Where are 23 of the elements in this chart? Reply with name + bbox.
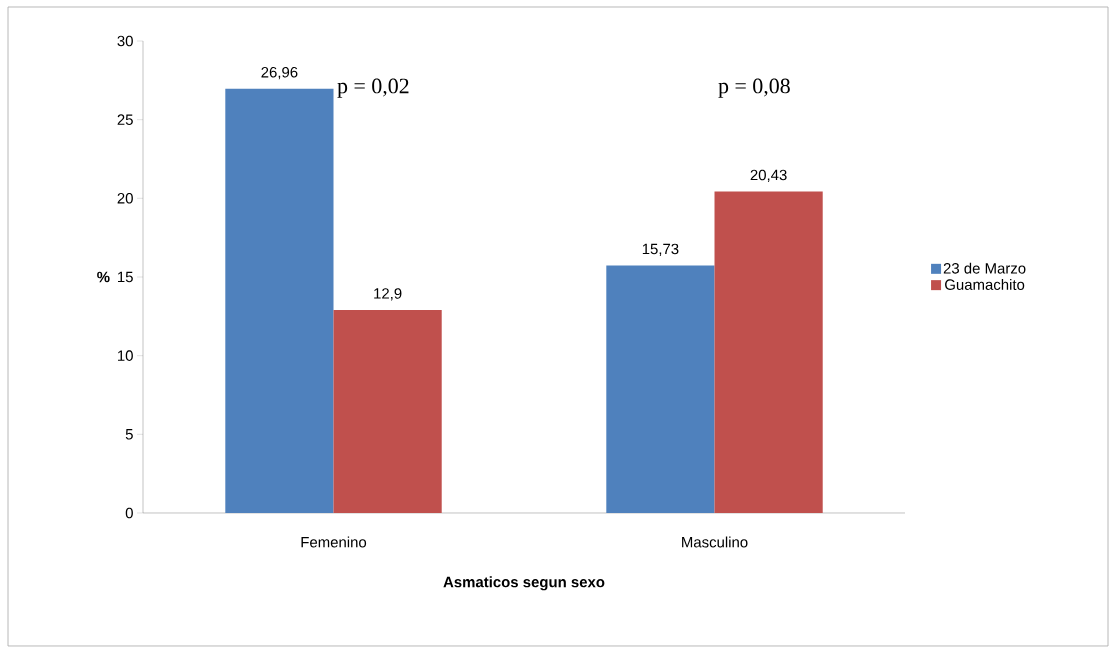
- bar: [606, 265, 715, 513]
- legend-label: 23 de Marzo: [943, 262, 1026, 274]
- data-label: 12,9: [374, 288, 402, 301]
- data-label: 20,43: [750, 169, 787, 183]
- y-tick-label: 20: [117, 193, 133, 204]
- y-axis-title: %: [97, 271, 110, 283]
- data-label: 26,96: [261, 66, 298, 80]
- annotation: p = 0,08: [718, 78, 790, 98]
- bar: [333, 310, 442, 513]
- legend-label: Guamachito: [945, 278, 1025, 290]
- x-tick-label: Masculino: [682, 536, 748, 548]
- data-label: 15,73: [642, 243, 679, 256]
- annotation: p = 0,02: [337, 78, 409, 98]
- x-tick-label: Femenino: [301, 536, 367, 548]
- bar: [225, 88, 334, 513]
- x-axis-title: Asmaticos segun sexo: [443, 576, 605, 591]
- y-tick-label: 25: [117, 114, 133, 125]
- y-tick-label: 15: [118, 271, 133, 283]
- bar: [714, 191, 823, 513]
- y-tick-label: 30: [117, 35, 133, 47]
- y-tick-label: 5: [125, 429, 133, 440]
- y-tick-label: 0: [125, 507, 133, 519]
- y-tick-label: 10: [118, 350, 133, 361]
